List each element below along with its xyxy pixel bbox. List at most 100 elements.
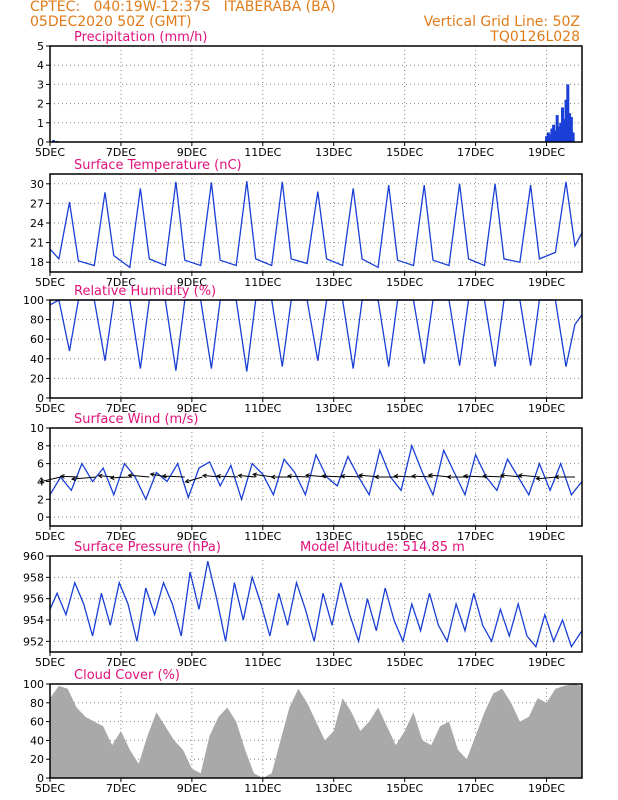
wind-arrow-head: [446, 474, 452, 480]
wind-arrow-head: [59, 474, 65, 479]
x-tick-label: 17DEC: [457, 146, 494, 159]
wind-arrow: [463, 475, 487, 478]
x-tick-label: 5DEC: [35, 782, 65, 795]
y-tick-label: 80: [30, 697, 44, 710]
x-tick-label: 11DEC: [244, 276, 281, 289]
y-tick-label: 30: [30, 178, 44, 191]
x-tick-label: 19DEC: [528, 402, 565, 415]
wind-arrow: [185, 476, 203, 483]
x-tick-label: 11DEC: [244, 146, 281, 159]
x-tick-label: 17DEC: [457, 656, 494, 669]
y-tick-label: 27: [30, 197, 44, 210]
x-tick-label: 11DEC: [244, 656, 281, 669]
x-tick-label: 15DEC: [386, 276, 423, 289]
wind-arrow-head: [149, 472, 155, 477]
x-tick-label: 15DEC: [386, 530, 423, 543]
cloud-cover-area: [50, 684, 582, 778]
y-tick-label: 958: [23, 571, 44, 584]
y-tick-label: 0: [37, 136, 44, 149]
y-tick-label: 0: [37, 392, 44, 405]
y-tick-label: 0: [37, 511, 44, 524]
precip-bar: [557, 126, 561, 142]
wind-arrow-head: [161, 473, 167, 479]
precip-bar: [555, 115, 559, 142]
x-tick-label: 19DEC: [528, 530, 565, 543]
y-tick-label: 1: [37, 117, 44, 130]
header-station: CPTEC: 040:19W-12:37S ITABERABA (BA): [30, 0, 336, 15]
wind-arrow-head: [554, 474, 560, 480]
y-tick-label: 0: [37, 772, 44, 785]
wind-arrow: [128, 474, 150, 478]
x-tick-label: 5DEC: [35, 276, 65, 289]
wind-arrow: [98, 475, 114, 478]
wind-arrow: [322, 475, 345, 478]
panel-annotation: Model Altitude: 514.85 m: [300, 540, 465, 555]
panel-title: Surface Pressure (hPa): [74, 540, 221, 555]
wind-arrow: [71, 476, 97, 480]
x-tick-label: 19DEC: [528, 782, 565, 795]
x-tick-label: 19DEC: [528, 146, 565, 159]
wind-arrow-head: [482, 473, 487, 479]
wind-arrow-head: [70, 476, 76, 482]
precip-bar: [571, 132, 575, 142]
panel-title: Cloud Cover (%): [74, 668, 180, 683]
x-tick-label: 13DEC: [315, 276, 352, 289]
panel-frame: [49, 299, 583, 399]
x-tick-label: 17DEC: [457, 782, 494, 795]
y-tick-label: 960: [23, 550, 44, 563]
x-tick-label: 7DEC: [106, 402, 136, 415]
precip-bar: [562, 118, 566, 142]
y-tick-label: 24: [30, 217, 44, 230]
y-tick-label: 60: [30, 333, 44, 346]
y-tick-label: 21: [30, 237, 44, 250]
wind-arrow: [518, 474, 540, 478]
wind-arrow-head: [358, 473, 364, 478]
wind-arrow-head: [499, 473, 505, 478]
series-line: [49, 443, 583, 502]
x-tick-label: 5DEC: [35, 530, 65, 543]
x-tick-label: 13DEC: [315, 782, 352, 795]
precip-bar: [568, 113, 572, 142]
x-tick-label: 17DEC: [457, 402, 494, 415]
x-tick-label: 7DEC: [106, 530, 136, 543]
wind-arrow-head: [127, 473, 133, 478]
x-tick-label: 9DEC: [177, 276, 207, 289]
wind-arrow-head: [201, 473, 207, 479]
y-tick-label: 4: [37, 59, 44, 72]
wind-arrow: [162, 475, 185, 478]
x-tick-label: 9DEC: [177, 146, 207, 159]
y-tick-label: 100: [23, 294, 44, 307]
x-tick-label: 15DEC: [386, 782, 423, 795]
panel-title: Surface Wind (m/s): [74, 412, 198, 427]
wind-arrow-head: [427, 473, 433, 478]
wind-arrow: [253, 473, 274, 478]
y-tick-label: 10: [30, 422, 44, 435]
x-tick-label: 13DEC: [315, 530, 352, 543]
panel-title: Precipitation (mm/h): [74, 30, 207, 45]
precip-bar: [559, 122, 563, 142]
wind-arrow-head: [270, 474, 276, 480]
wind-arrow-head: [462, 473, 468, 479]
y-tick-label: 40: [30, 353, 44, 366]
precip-bar: [566, 84, 570, 142]
panel-title: Surface Temperature (nC): [74, 158, 242, 173]
x-tick-label: 13DEC: [315, 146, 352, 159]
wind-arrow-head: [184, 478, 190, 484]
series-line: [49, 561, 583, 649]
header-grid-note: Vertical Grid Line: 50Z: [423, 14, 580, 30]
y-tick-label: 20: [30, 753, 44, 766]
x-tick-label: 15DEC: [386, 146, 423, 159]
x-tick-label: 9DEC: [177, 530, 207, 543]
y-tick-label: 8: [37, 440, 44, 453]
x-tick-label: 5DEC: [35, 402, 65, 415]
wind-arrow-head: [411, 473, 416, 479]
panel-title: Relative Humidity (%): [74, 284, 216, 299]
y-tick-label: 952: [23, 635, 44, 648]
header-run-time: 05DEC2020 50Z (GMT): [30, 14, 192, 30]
panel-frame: [49, 555, 583, 653]
x-tick-label: 5DEC: [35, 656, 65, 669]
x-tick-label: 15DEC: [386, 402, 423, 415]
wind-arrow-head: [517, 473, 523, 478]
